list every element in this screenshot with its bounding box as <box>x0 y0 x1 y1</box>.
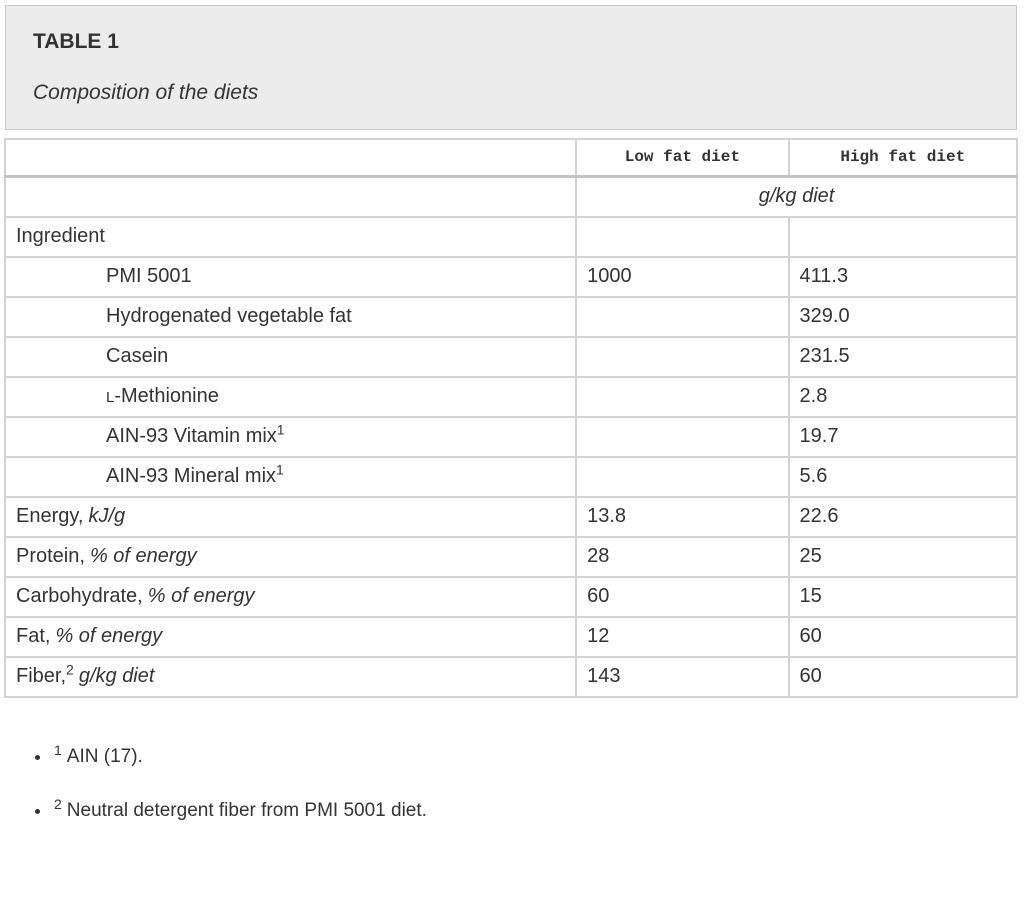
cell-low-fat <box>575 416 790 458</box>
footnote-marker: 1 <box>54 741 62 758</box>
cell-low-fat <box>575 216 790 258</box>
label-text: Energy, <box>16 505 84 527</box>
label-text: Ingredient <box>16 225 105 247</box>
cell-high-fat <box>787 216 1019 258</box>
table-caption-panel: TABLE 1 Composition of the diets <box>5 5 1017 130</box>
row-label: Hydrogenated vegetable fat <box>3 296 578 338</box>
cell-high-fat: 15 <box>787 576 1019 618</box>
cell-low-fat: 1000 <box>575 256 790 298</box>
cell-high-fat: 25 <box>787 536 1019 578</box>
table-row-ingredient: Ingredient <box>3 216 1019 258</box>
label-italic: % of energy <box>147 585 255 607</box>
cell-high-fat: 411.3 <box>787 256 1019 298</box>
label-text: Protein, <box>16 545 85 567</box>
label-italic: % of energy <box>89 545 197 567</box>
unit-label: g/kg diet <box>575 175 1018 218</box>
label-superscript: 1 <box>276 461 284 478</box>
column-header-row: Low fat diet High fat diet <box>3 138 1019 178</box>
cell-high-fat: 60 <box>787 656 1019 698</box>
label-text: PMI 5001 <box>106 265 192 287</box>
row-label: Casein <box>3 336 578 378</box>
cell-low-fat: 28 <box>575 536 790 578</box>
row-label: Fat,% of energy <box>3 616 578 658</box>
table-row-mineral-mix: AIN-93 Mineral mix1 5.6 <box>3 456 1019 498</box>
cell-low-fat <box>575 296 790 338</box>
table-row-pmi-5001: PMI 5001 1000 411.3 <box>3 256 1019 298</box>
table-row-protein: Protein,% of energy 28 25 <box>3 536 1019 578</box>
cell-low-fat <box>575 456 790 498</box>
cell-high-fat: 5.6 <box>787 456 1019 498</box>
label-text: Carbohydrate, <box>16 585 143 607</box>
column-header-low-fat: Low fat diet <box>575 138 790 178</box>
cell-high-fat: 329.0 <box>787 296 1019 338</box>
row-label: PMI 5001 <box>3 256 578 298</box>
label-italic: % of energy <box>55 625 163 647</box>
cell-low-fat <box>575 336 790 378</box>
label-text: Casein <box>106 345 169 367</box>
diet-composition-table: Low fat diet High fat diet g/kg diet Ing… <box>3 138 1019 698</box>
footnote-text: Neutral detergent fiber from PMI 5001 di… <box>66 800 427 821</box>
footnote-text: AIN (17). <box>66 746 143 767</box>
row-label: Protein,% of energy <box>3 536 578 578</box>
cell-high-fat: 231.5 <box>787 336 1019 378</box>
cell-low-fat: 12 <box>575 616 790 658</box>
table-row-vitamin-mix: AIN-93 Vitamin mix1 19.7 <box>3 416 1019 458</box>
cell-low-fat: 60 <box>575 576 790 618</box>
cell-low-fat <box>575 376 790 418</box>
label-text: AIN-93 Vitamin mix <box>106 425 277 447</box>
footnote-marker: 2 <box>54 795 62 812</box>
row-label: Ingredient <box>3 216 578 258</box>
column-header-empty <box>3 138 578 178</box>
label-text: Fat, <box>16 625 51 647</box>
row-label: Fiber,2 g/kg diet <box>3 656 578 698</box>
table-row-fiber: Fiber,2 g/kg diet 143 60 <box>3 656 1019 698</box>
cell-high-fat: 22.6 <box>787 496 1019 538</box>
label-text: -Methionine <box>114 385 219 407</box>
label-text: Hydrogenated vegetable fat <box>106 305 352 327</box>
cell-low-fat: 13.8 <box>575 496 790 538</box>
row-label: L-Methionine <box>3 376 578 418</box>
table-number: TABLE 1 <box>33 30 119 53</box>
table-row-energy: Energy, kJ/g 13.8 22.6 <box>3 496 1019 538</box>
table-row-casein: Casein 231.5 <box>3 336 1019 378</box>
label-superscript: 2 <box>66 661 74 678</box>
table-row-hydrogenated-fat: Hydrogenated vegetable fat 329.0 <box>3 296 1019 338</box>
table-row-fat: Fat,% of energy 12 60 <box>3 616 1019 658</box>
table-row-l-methionine: L-Methionine 2.8 <box>3 376 1019 418</box>
cell-high-fat: 19.7 <box>787 416 1019 458</box>
label-italic: g/kg diet <box>78 665 155 687</box>
cell-high-fat: 2.8 <box>787 376 1019 418</box>
label-text: Fiber, <box>16 665 67 687</box>
smallcaps-prefix: L <box>106 389 115 406</box>
label-text: AIN-93 Mineral mix <box>106 465 277 487</box>
row-label: AIN-93 Vitamin mix1 <box>3 416 578 458</box>
cell-high-fat: 60 <box>787 616 1019 658</box>
row-label: Carbohydrate,% of energy <box>3 576 578 618</box>
unit-row-empty <box>3 175 578 218</box>
cell-low-fat: 143 <box>575 656 790 698</box>
row-label: Energy, kJ/g <box>3 496 578 538</box>
table-title: Composition of the diets <box>33 81 259 104</box>
table-row-carbohydrate: Carbohydrate,% of energy 60 15 <box>3 576 1019 618</box>
column-header-high-fat: High fat diet <box>787 138 1019 178</box>
unit-row: g/kg diet <box>3 175 1018 218</box>
label-superscript: 1 <box>276 421 285 438</box>
row-label: AIN-93 Mineral mix1 <box>3 456 578 498</box>
label-italic: kJ/g <box>88 505 126 527</box>
